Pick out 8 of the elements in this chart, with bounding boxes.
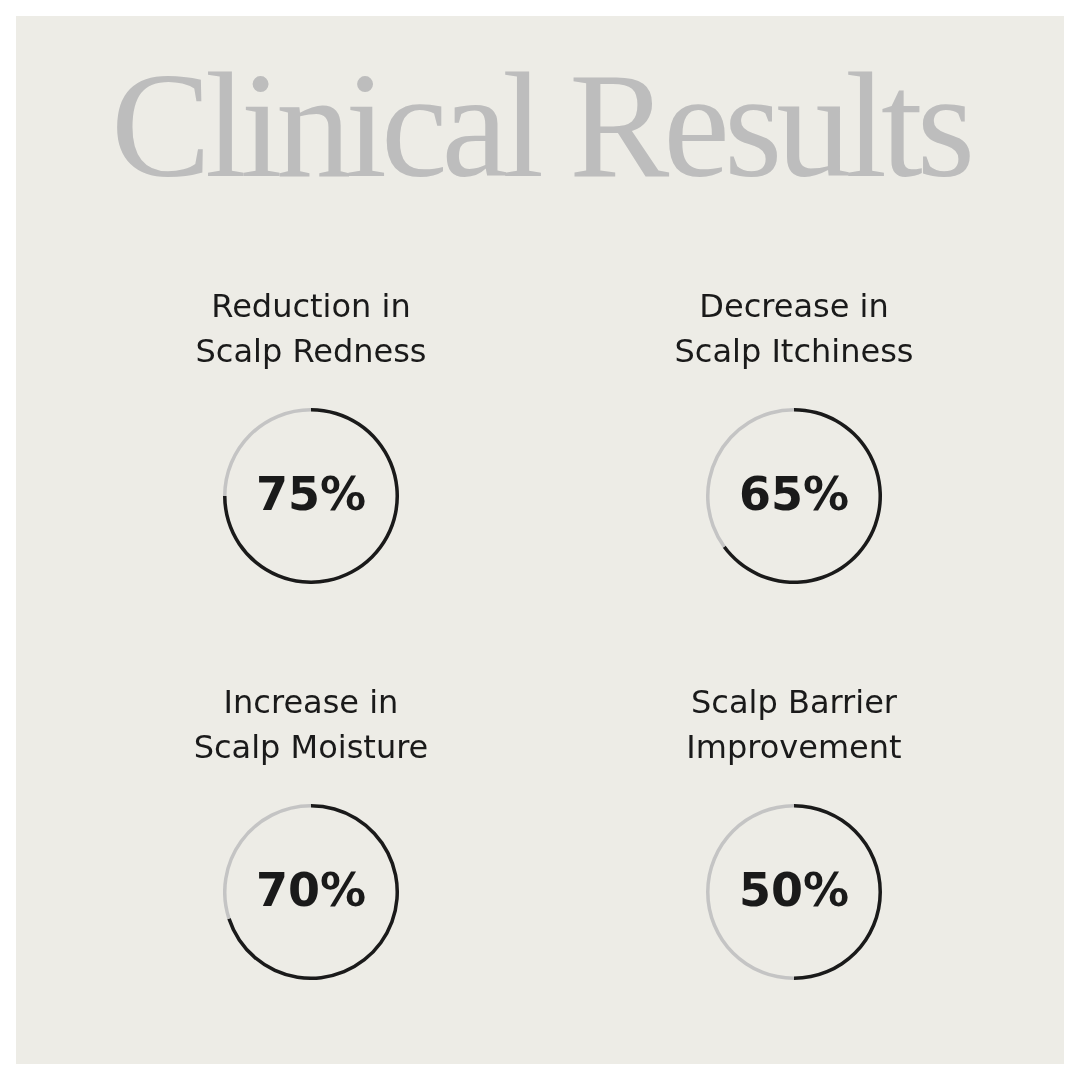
data-label: 50% <box>738 862 850 917</box>
data-label: 65% <box>738 466 850 521</box>
data-label: 75% <box>255 466 367 521</box>
chart-title: Reduction in Scalp Redness <box>194 286 428 372</box>
chart-title: Decrease in Scalp Itchiness <box>673 286 915 372</box>
chart-title: Increase in Scalp Moisture <box>192 682 430 768</box>
data-label: 70% <box>255 862 367 917</box>
chart-title: Scalp Barrier Improvement <box>685 682 903 768</box>
